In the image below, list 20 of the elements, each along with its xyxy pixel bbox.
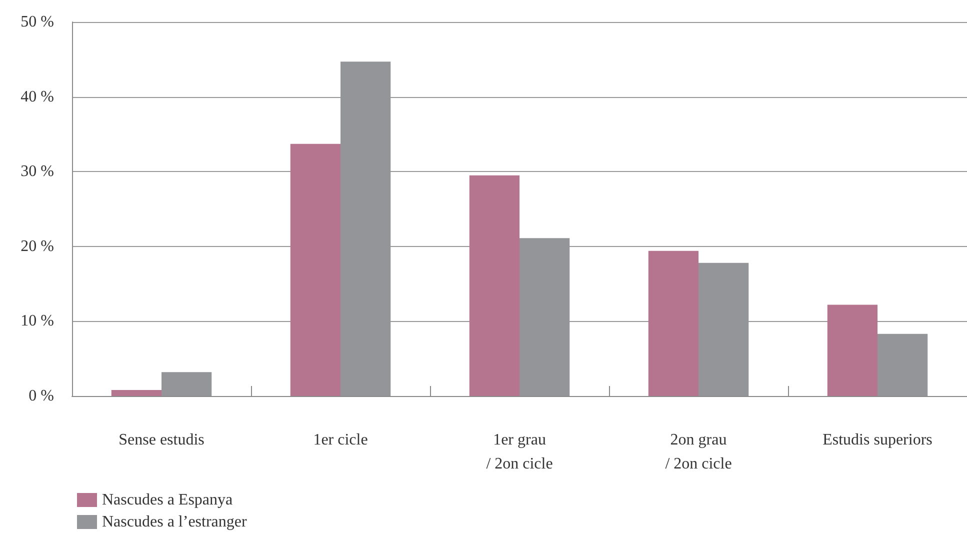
y-tick-label: 0 % bbox=[28, 388, 54, 404]
bar bbox=[111, 390, 162, 396]
bar bbox=[290, 144, 340, 396]
bar bbox=[878, 334, 928, 396]
x-tick-label: 2on grau / 2on cicle bbox=[665, 432, 732, 472]
legend-label: Nascudes a l’estranger bbox=[102, 514, 248, 530]
x-tick-label: 1er cicle bbox=[313, 432, 368, 448]
bar bbox=[648, 250, 698, 396]
x-tick-label: 1er grau / 2on cicle bbox=[486, 432, 553, 472]
y-tick-label: 20 % bbox=[20, 238, 54, 255]
y-tick-label: 30 % bbox=[20, 163, 54, 180]
y-tick-label: 40 % bbox=[20, 88, 54, 106]
y-tick-label: 50 % bbox=[20, 14, 54, 30]
bar bbox=[162, 372, 212, 396]
y-tick-label: 10 % bbox=[20, 312, 54, 330]
x-tick-label: Estudis superiors bbox=[822, 432, 932, 448]
x-tick-label: Sense estudis bbox=[118, 432, 204, 448]
bar bbox=[827, 304, 878, 396]
legend-label: Nascudes a Espanya bbox=[102, 492, 233, 508]
bar bbox=[469, 175, 520, 396]
